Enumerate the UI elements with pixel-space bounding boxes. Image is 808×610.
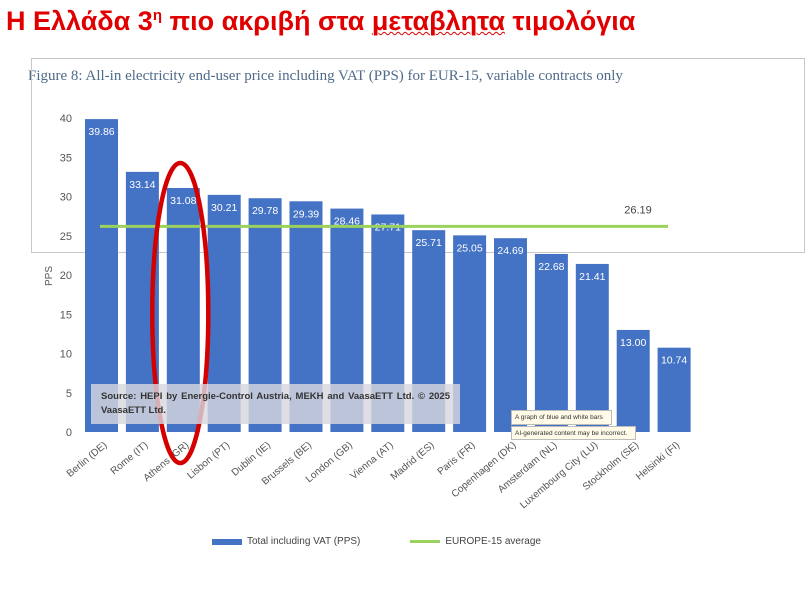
legend-swatch-bar [212, 538, 242, 545]
figure-caption: Figure 8: All-in electricity end-user pr… [28, 68, 623, 84]
bar [534, 253, 568, 432]
headline-ordinal: η [152, 7, 162, 24]
headline-part2: πιο ακριβή στα [161, 6, 372, 36]
data-label: 21.41 [579, 271, 605, 283]
highlight-ellipse [150, 160, 211, 466]
category-label: Helsinki (FI) [634, 440, 682, 483]
category-label: Paris (FR) [436, 440, 478, 478]
y-tick-label: 10 [60, 349, 72, 361]
data-label: 10.74 [661, 355, 687, 367]
category-label: Madrid (ES) [389, 440, 437, 483]
data-label: 28.46 [334, 216, 360, 228]
y-tick-label: 0 [66, 427, 72, 439]
bar [575, 263, 609, 432]
legend-label-average: EUROPE-15 average [445, 536, 541, 547]
y-tick-label: 25 [60, 231, 72, 243]
data-label: 25.71 [416, 237, 442, 249]
y-tick-label: 40 [60, 113, 72, 125]
bar [657, 347, 691, 432]
source-note: Source: HEPI by Energie-Control Austria,… [91, 384, 460, 424]
average-label: 26.19 [624, 204, 652, 216]
data-label: 13.00 [620, 337, 646, 349]
data-label: 30.21 [211, 202, 237, 214]
alt-text-tooltip: A graph of blue and white bars [511, 410, 612, 425]
category-label: Rome (IT) [109, 440, 151, 477]
headline-part1: Η Ελλάδα 3 [6, 6, 153, 36]
data-label: 33.14 [129, 179, 155, 191]
data-label: 29.39 [293, 208, 319, 220]
y-axis-label: PPS [44, 266, 55, 286]
y-tick-label: 15 [60, 309, 72, 321]
bar [616, 329, 650, 432]
y-tick-label: 5 [66, 388, 72, 400]
legend-swatch-line [410, 540, 441, 543]
headline-part3: τιμολόγια [504, 6, 636, 36]
data-label: 39.86 [88, 126, 114, 138]
y-tick-label: 30 [60, 192, 72, 204]
data-label: 31.08 [170, 195, 196, 207]
chart-legend: Total including VAT (PPS) EUROPE-15 aver… [212, 536, 541, 547]
bar [494, 238, 527, 432]
legend-label-bar: Total including VAT (PPS) [247, 536, 361, 547]
category-label: Berlin (DE) [65, 440, 110, 480]
category-label: Vienna (AT) [348, 440, 395, 482]
ai-disclaimer-tooltip: AI-generated content may be incorrect. [511, 426, 636, 440]
data-label: 25.05 [456, 242, 482, 254]
headline-misspelled-word: μεταβλητα [371, 6, 505, 36]
bar [85, 119, 118, 432]
category-label: Luxembourg City (LU) [518, 440, 600, 511]
data-label: 29.78 [252, 205, 278, 217]
y-tick-label: 20 [60, 270, 72, 282]
page-headline: Η Ελλάδα 3η πιο ακριβή στα μεταβλητα τιμ… [6, 6, 635, 37]
data-label: 24.69 [497, 245, 523, 257]
y-tick-label: 35 [60, 152, 72, 164]
data-label: 22.68 [538, 261, 564, 273]
